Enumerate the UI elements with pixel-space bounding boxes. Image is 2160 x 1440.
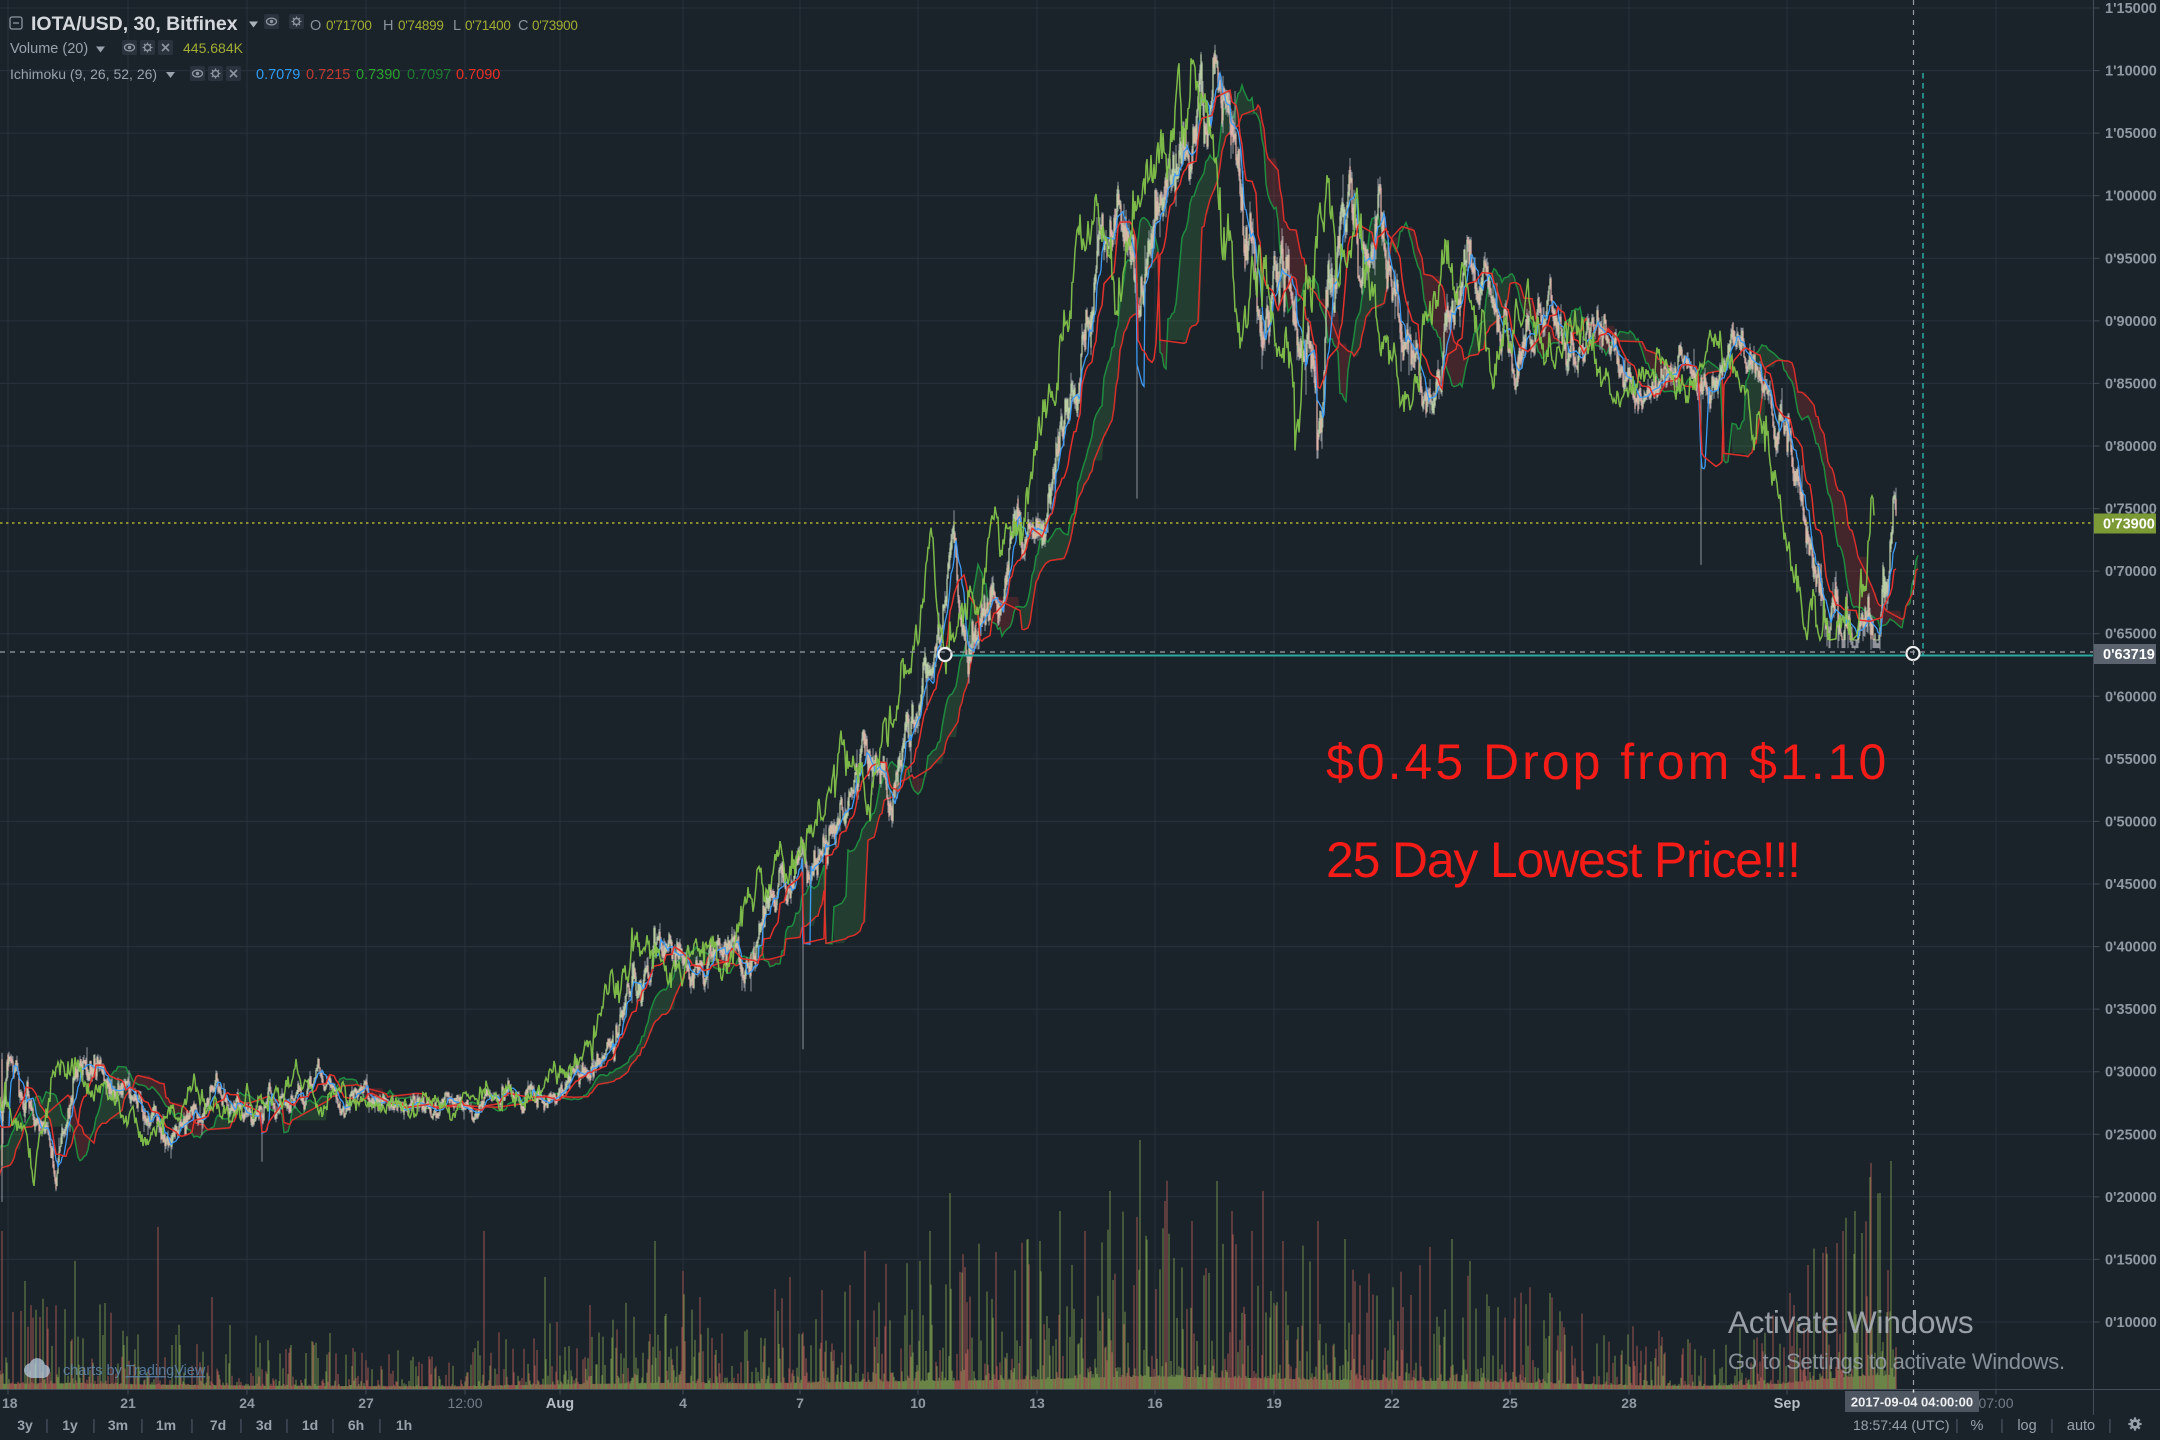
svg-text:0'20000: 0'20000: [2105, 1190, 2157, 1206]
svg-text:charts by TradingView: charts by TradingView: [63, 1363, 206, 1379]
svg-text:19: 19: [1266, 1395, 1282, 1411]
svg-text:3y: 3y: [17, 1417, 33, 1433]
svg-text:0'90000: 0'90000: [2105, 314, 2157, 330]
svg-text:|: |: [2000, 1417, 2004, 1434]
svg-text:2017-09-04 04:00:00: 2017-09-04 04:00:00: [1851, 1395, 1973, 1410]
svg-text:|: |: [331, 1417, 335, 1434]
svg-text:0'63719: 0'63719: [2103, 647, 2155, 663]
svg-text:13: 13: [1029, 1395, 1045, 1411]
svg-text:0'71400: 0'71400: [465, 18, 511, 33]
svg-text:4: 4: [679, 1395, 687, 1411]
svg-text:|: |: [92, 1417, 96, 1434]
svg-text:C: C: [518, 18, 528, 34]
svg-text:|: |: [285, 1417, 289, 1434]
svg-text:|: |: [2108, 1417, 2112, 1434]
svg-text:Go to Settings to activate Win: Go to Settings to activate Windows.: [1728, 1349, 2065, 1374]
svg-text:0'35000: 0'35000: [2105, 1002, 2157, 1018]
svg-text:0'10000: 0'10000: [2105, 1315, 2157, 1331]
svg-text:O: O: [310, 18, 321, 34]
svg-text:6h: 6h: [348, 1417, 364, 1433]
svg-text:0.7390: 0.7390: [356, 67, 400, 83]
svg-text:21: 21: [120, 1395, 136, 1411]
svg-text:1m: 1m: [156, 1417, 176, 1433]
svg-text:Sep: Sep: [1774, 1396, 1801, 1412]
svg-text:0'85000: 0'85000: [2105, 376, 2157, 392]
svg-text:0'30000: 0'30000: [2105, 1065, 2157, 1081]
svg-text:0'95000: 0'95000: [2105, 251, 2157, 267]
svg-text:25: 25: [1502, 1395, 1518, 1411]
svg-text:0'71700: 0'71700: [326, 18, 372, 33]
svg-text:3m: 3m: [108, 1417, 128, 1433]
svg-text:10: 10: [910, 1395, 926, 1411]
svg-text:|: |: [2050, 1417, 2054, 1434]
svg-text:25 Day Lowest Price!!!: 25 Day Lowest Price!!!: [1326, 832, 1800, 888]
svg-text:log: log: [2017, 1418, 2036, 1434]
svg-text:Aug: Aug: [546, 1396, 574, 1412]
svg-text:1h: 1h: [396, 1417, 412, 1433]
svg-text:0'80000: 0'80000: [2105, 439, 2157, 455]
svg-text:Activate Windows: Activate Windows: [1728, 1304, 1973, 1340]
svg-text:0'15000: 0'15000: [2105, 1252, 2157, 1268]
svg-text:7: 7: [796, 1395, 804, 1411]
svg-text:H: H: [383, 18, 393, 34]
svg-text:0'50000: 0'50000: [2105, 814, 2157, 830]
svg-text:1'00000: 1'00000: [2105, 189, 2157, 205]
svg-text:Ichimoku (9, 26, 52, 26): Ichimoku (9, 26, 52, 26): [10, 66, 157, 82]
svg-text:auto: auto: [2067, 1418, 2095, 1434]
svg-text:22: 22: [1384, 1395, 1400, 1411]
svg-text:1d: 1d: [302, 1417, 318, 1433]
svg-text:0.7090: 0.7090: [456, 67, 500, 83]
svg-text:1'10000: 1'10000: [2105, 64, 2157, 80]
svg-text:18: 18: [2, 1395, 18, 1411]
svg-text:7d: 7d: [210, 1417, 226, 1433]
svg-text:1'05000: 1'05000: [2105, 126, 2157, 142]
svg-text:|: |: [140, 1417, 144, 1434]
svg-text:0'40000: 0'40000: [2105, 940, 2157, 956]
svg-text:0.7079: 0.7079: [256, 67, 300, 83]
svg-text:|: |: [239, 1417, 243, 1434]
svg-text:0.7097: 0.7097: [407, 67, 451, 83]
svg-text:1'15000: 1'15000: [2105, 1, 2157, 17]
svg-text:|: |: [190, 1417, 194, 1434]
svg-text:|: |: [378, 1417, 382, 1434]
svg-text:16: 16: [1147, 1395, 1163, 1411]
svg-text:0'73900: 0'73900: [532, 18, 578, 33]
svg-text:0'65000: 0'65000: [2105, 627, 2157, 643]
svg-text:0'60000: 0'60000: [2105, 689, 2157, 705]
svg-text:28: 28: [1621, 1395, 1637, 1411]
svg-text:12:00: 12:00: [447, 1395, 482, 1411]
svg-text:07:00: 07:00: [1978, 1395, 2013, 1411]
svg-text:18:57:44 (UTC): 18:57:44 (UTC): [1853, 1417, 1949, 1433]
svg-text:3d: 3d: [256, 1417, 272, 1433]
svg-text:0'45000: 0'45000: [2105, 877, 2157, 893]
svg-text:0'70000: 0'70000: [2105, 564, 2157, 580]
svg-text:$0.45 Drop from $1.10: $0.45 Drop from $1.10: [1326, 734, 1889, 790]
svg-text:0'55000: 0'55000: [2105, 752, 2157, 768]
svg-text:0'25000: 0'25000: [2105, 1127, 2157, 1143]
svg-text:IOTA/USD, 30, Bitfinex: IOTA/USD, 30, Bitfinex: [31, 13, 238, 35]
svg-text:L: L: [453, 18, 461, 34]
svg-text:0.7215: 0.7215: [306, 67, 350, 83]
svg-text:24: 24: [239, 1395, 255, 1411]
svg-text:Volume (20): Volume (20): [10, 41, 88, 57]
svg-text:1y: 1y: [62, 1417, 78, 1433]
svg-text:0'74899: 0'74899: [398, 18, 444, 33]
svg-text:445.684K: 445.684K: [183, 40, 244, 56]
svg-text:|: |: [45, 1417, 49, 1434]
svg-text:%: %: [1971, 1418, 1984, 1434]
svg-text:27: 27: [358, 1395, 374, 1411]
svg-text:0'73900: 0'73900: [2103, 517, 2155, 533]
svg-text:|: |: [1955, 1417, 1959, 1434]
